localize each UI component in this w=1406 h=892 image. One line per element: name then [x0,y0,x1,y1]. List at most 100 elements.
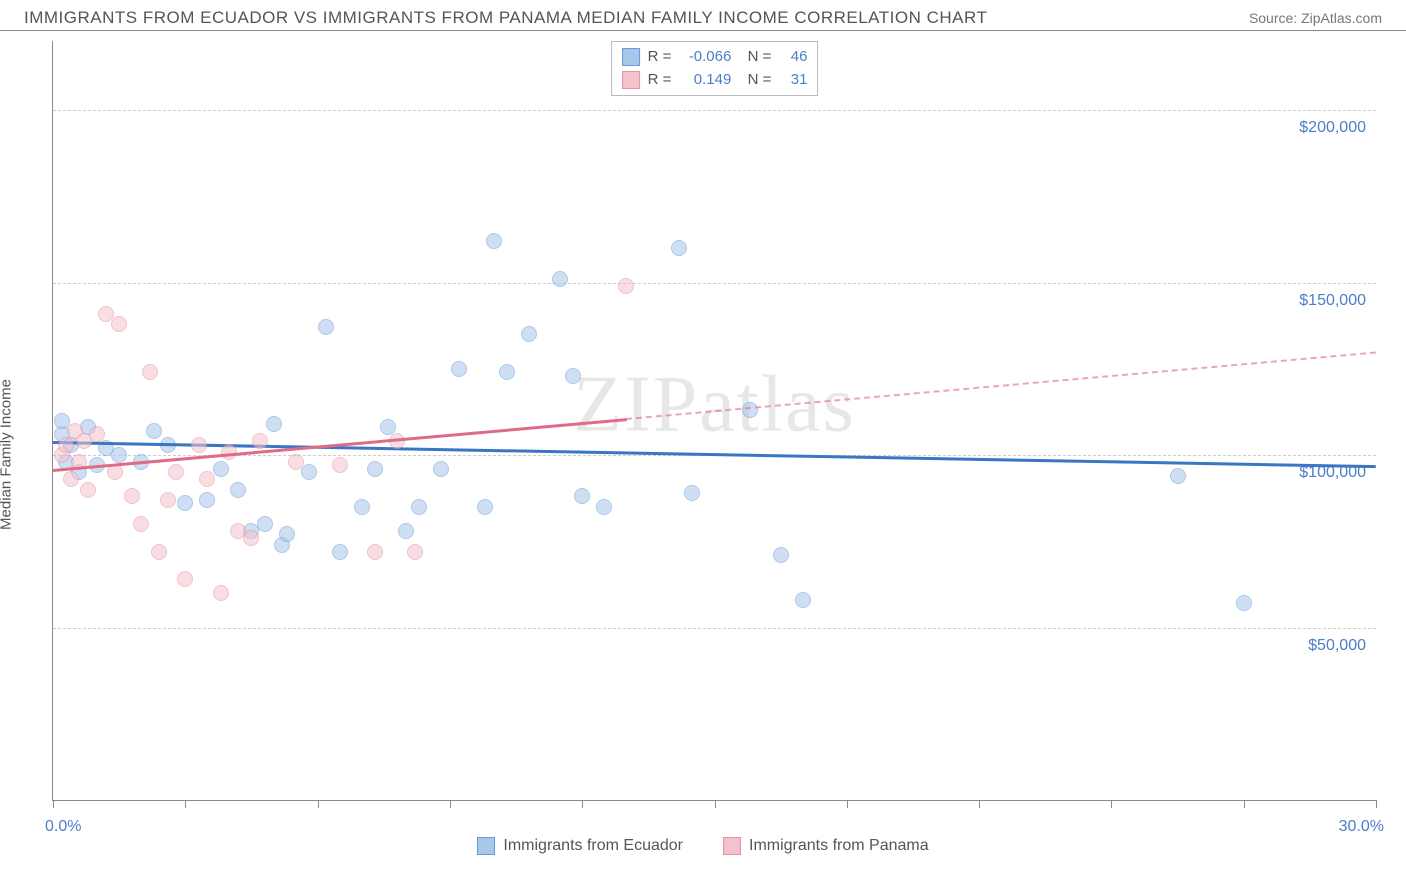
data-point [133,516,149,532]
x-axis-min-label: 0.0% [45,818,81,836]
data-point [671,240,687,256]
x-tick [715,800,716,808]
x-axis-max-label: 30.0% [1339,818,1384,836]
n-value: 31 [779,69,807,92]
data-point [199,492,215,508]
legend-item: Immigrants from Panama [723,837,929,855]
x-tick [1376,800,1377,808]
x-tick [53,800,54,808]
legend-label: Immigrants from Ecuador [503,837,683,855]
data-point [124,488,140,504]
data-point [89,426,105,442]
data-point [151,544,167,560]
data-point [407,544,423,560]
legend-swatch [723,837,741,855]
data-point [107,464,123,480]
data-point [213,461,229,477]
data-point [795,592,811,608]
chart-title: IMMIGRANTS FROM ECUADOR VS IMMIGRANTS FR… [24,8,987,28]
x-tick [318,800,319,808]
data-point [332,457,348,473]
y-tick-label: $200,000 [1299,119,1366,137]
r-label: R = [648,46,672,69]
plot-region: ZIPatlas R = -0.066 N = 46R = 0.149 N = 31 0… [52,41,1376,801]
watermark: ZIPatlas [573,360,856,451]
data-point [411,499,427,515]
correlation-legend-box: R = -0.066 N = 46R = 0.149 N = 31 [611,41,819,96]
data-point [332,544,348,560]
x-tick [450,800,451,808]
data-point [596,499,612,515]
data-point [521,326,537,342]
data-point [230,482,246,498]
x-tick [979,800,980,808]
gridline [53,628,1376,629]
data-point [63,471,79,487]
data-point [499,364,515,380]
data-point [111,316,127,332]
data-point [451,361,467,377]
data-point [142,364,158,380]
data-point [1236,595,1252,611]
r-label: R = [648,69,672,92]
data-point [213,585,229,601]
data-point [552,271,568,287]
data-point [146,423,162,439]
source-label: Source: ZipAtlas.com [1249,10,1382,26]
data-point [160,492,176,508]
r-value: 0.149 [679,69,731,92]
series-legend: Immigrants from Ecuador Immigrants from P… [0,837,1406,855]
gridline [53,283,1376,284]
x-tick [847,800,848,808]
data-point [354,499,370,515]
n-value: 46 [779,46,807,69]
data-point [1170,468,1186,484]
data-point [177,495,193,511]
data-point [318,319,334,335]
series-swatch [622,48,640,66]
x-tick [185,800,186,808]
data-point [58,437,74,453]
chart-area: Median Family Income ZIPatlas R = -0.066 … [0,31,1406,861]
y-tick-label: $150,000 [1299,292,1366,310]
trend-line [626,352,1376,420]
data-point [111,447,127,463]
data-point [367,461,383,477]
stat-row: R = 0.149 N = 31 [622,69,808,92]
data-point [477,499,493,515]
x-tick [582,800,583,808]
x-tick [1111,800,1112,808]
data-point [367,544,383,560]
data-point [243,530,259,546]
data-point [191,437,207,453]
data-point [279,526,295,542]
data-point [398,523,414,539]
data-point [257,516,273,532]
legend-label: Immigrants from Panama [749,837,929,855]
data-point [301,464,317,480]
legend-swatch [477,837,495,855]
data-point [433,461,449,477]
data-point [486,233,502,249]
gridline [53,110,1376,111]
series-swatch [622,71,640,89]
data-point [684,485,700,501]
r-value: -0.066 [679,46,731,69]
data-point [80,482,96,498]
data-point [618,278,634,294]
data-point [565,368,581,384]
chart-header: IMMIGRANTS FROM ECUADOR VS IMMIGRANTS FR… [0,0,1406,31]
y-axis-label: Median Family Income [0,379,15,530]
data-point [288,454,304,470]
data-point [221,444,237,460]
data-point [574,488,590,504]
x-tick [1244,800,1245,808]
data-point [252,433,268,449]
legend-item: Immigrants from Ecuador [477,837,683,855]
stat-row: R =-0.066 N =46 [622,46,808,69]
data-point [199,471,215,487]
n-label: N = [739,69,771,92]
data-point [742,402,758,418]
data-point [177,571,193,587]
data-point [168,464,184,480]
